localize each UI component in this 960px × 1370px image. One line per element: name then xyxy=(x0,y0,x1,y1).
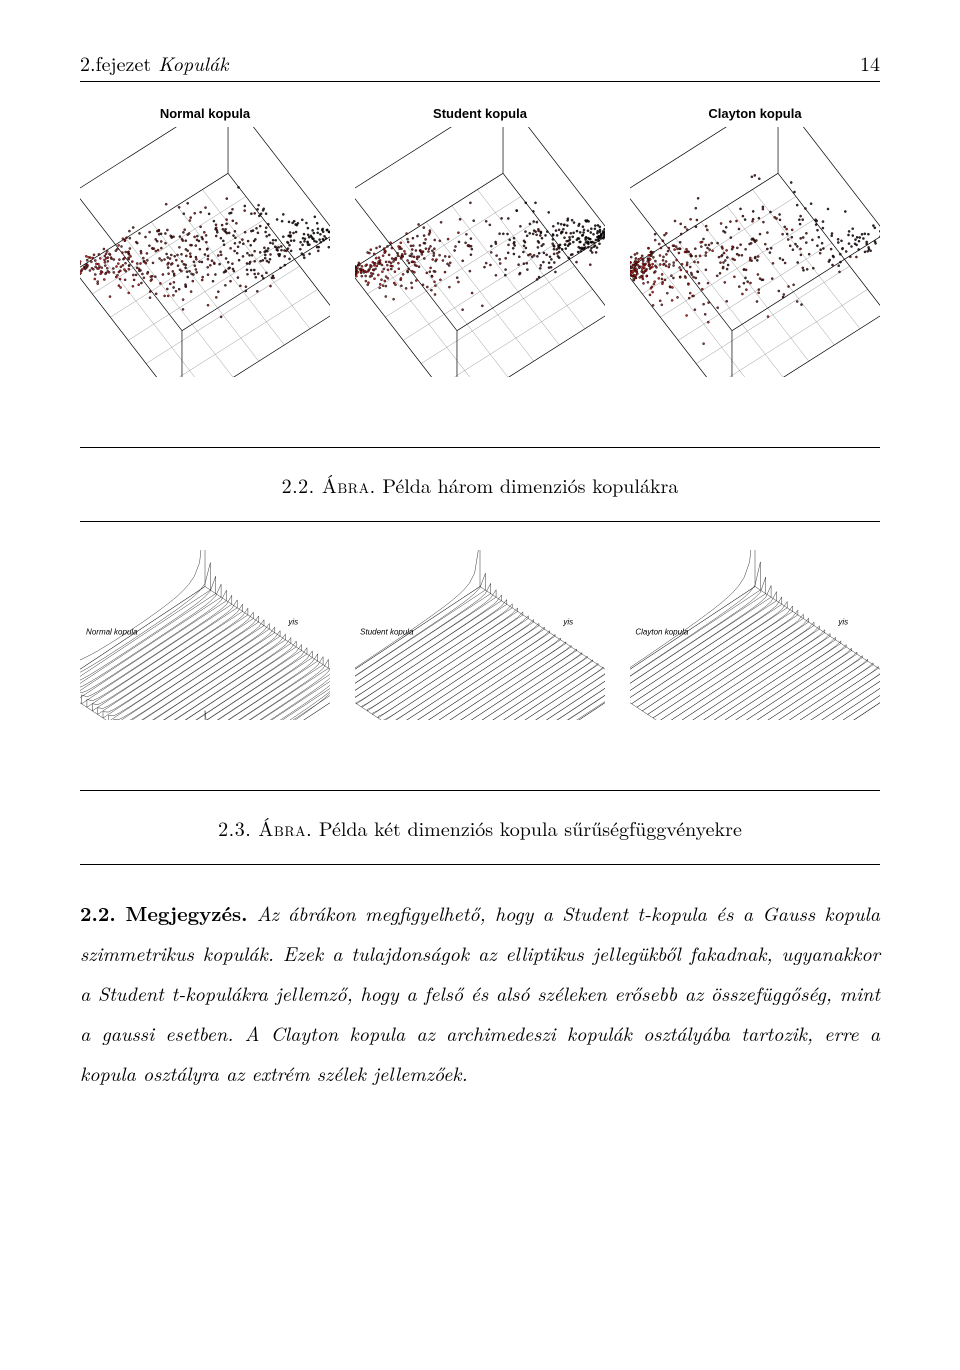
svg-text:Normal kopula: Normal kopula xyxy=(86,627,138,636)
surface-panel: Normal kopulayiszmat xyxy=(80,550,330,720)
chapter-title: Kopulák xyxy=(158,48,228,77)
scatter-panel-title: Clayton kopula xyxy=(630,106,880,121)
scatter-panel-title: Student kopula xyxy=(355,106,605,121)
figure-2-caption: 2.3. Ábra. Példa két dimenziós kopula sű… xyxy=(80,813,880,842)
figure-1-caption: 2.2. Ábra. Példa három dimenziós kopulák… xyxy=(80,470,880,499)
figure-2-caption-label: 2.3. Ábra. xyxy=(218,813,312,842)
svg-text:yis: yis xyxy=(837,617,848,626)
remark-label: 2.2. Megjegyzés. xyxy=(80,898,247,927)
svg-text:Student kopula: Student kopula xyxy=(360,627,414,636)
remark-paragraph: 2.2. Megjegyzés. Az ábrákon megfigyelhet… xyxy=(80,893,880,1093)
figure-2-rule-bottom xyxy=(80,864,880,865)
running-head: 2.fejezet Kopulák 14 xyxy=(80,48,880,77)
figure-1-caption-label: 2.2. Ábra. xyxy=(282,470,376,499)
figure-2-caption-text: Példa két dimenziós kopula sűrűségfüggvé… xyxy=(319,813,742,842)
figure-1-rule-top xyxy=(80,447,880,448)
surface-panel: Clayton kopulayiszmat xyxy=(630,550,880,720)
scatter3d-plot xyxy=(80,127,330,377)
figure-2-panels: Normal kopulayiszmatStudent kopulayiszma… xyxy=(80,550,880,720)
surface3d-plot: Normal kopulayiszmat xyxy=(80,550,330,720)
scatter-panel: Clayton kopula xyxy=(630,106,880,377)
chapter-label: 2.fejezet xyxy=(80,48,151,77)
figure-2-rule-top xyxy=(80,790,880,791)
scatter-panel-title: Normal kopula xyxy=(80,106,330,121)
header-rule xyxy=(80,81,880,82)
surface3d-plot: Clayton kopulayiszmat xyxy=(630,550,880,720)
scatter3d-plot xyxy=(630,127,880,377)
svg-text:yis: yis xyxy=(287,617,298,626)
figure-1-panels: Normal kopula Student kopula Clayton kopul… xyxy=(80,106,880,377)
surface-panel: Student kopulayiszmat xyxy=(355,550,605,720)
page-number: 14 xyxy=(860,48,880,77)
scatter-panel: Normal kopula xyxy=(80,106,330,377)
svg-text:Clayton kopula: Clayton kopula xyxy=(635,627,688,636)
scatter3d-plot xyxy=(355,127,605,377)
svg-text:yis: yis xyxy=(562,617,573,626)
figure-1-caption-text: Példa három dimenziós kopulákra xyxy=(382,470,678,499)
scatter-panel: Student kopula xyxy=(355,106,605,377)
surface3d-plot: Student kopulayiszmat xyxy=(355,550,605,720)
